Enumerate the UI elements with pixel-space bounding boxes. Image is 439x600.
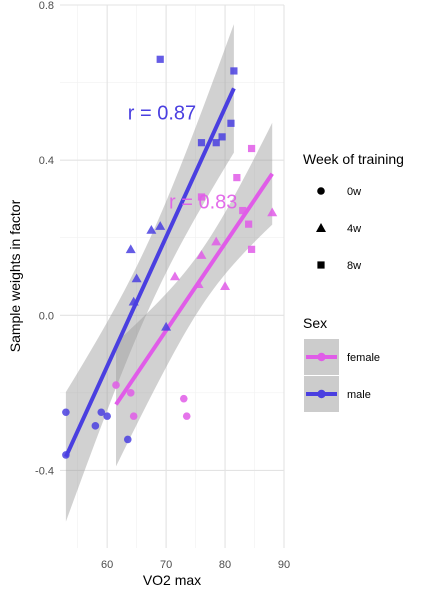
- legend-key-triangle: [316, 223, 326, 232]
- data-point-circle: [62, 451, 70, 459]
- data-point-triangle: [161, 321, 172, 331]
- y-tick-label: 0.8: [39, 0, 54, 12]
- data-point-square: [212, 139, 220, 147]
- data-point-triangle: [146, 224, 157, 234]
- data-point-square: [247, 144, 256, 153]
- shape-legend-items: 0w 4w 8w: [316, 186, 361, 272]
- correlation-label-female: r = 0.83: [169, 192, 237, 214]
- x-tick-label: 80: [219, 559, 231, 571]
- plot-panel: [60, 5, 284, 548]
- data-point-triangle: [193, 279, 204, 289]
- y-tick-label: 0.4: [39, 155, 54, 167]
- data-point-circle: [123, 435, 132, 444]
- data-point-triangle: [267, 207, 278, 217]
- shape-legend-label: 0w: [347, 186, 361, 198]
- correlation-label-male: r = 0.87: [128, 102, 196, 124]
- data-point-square: [156, 55, 164, 63]
- data-point-triangle: [211, 236, 222, 246]
- data-points: [62, 55, 278, 459]
- legend-key-square: [317, 261, 325, 269]
- regression-line-male: [64, 87, 236, 458]
- color-legend-label: male: [347, 389, 371, 401]
- shape-legend-label: 8w: [347, 260, 361, 272]
- x-tick-label: 60: [101, 559, 113, 571]
- data-point-square: [230, 67, 238, 75]
- color-legend-item-male: male: [304, 376, 371, 412]
- color-legend-item-female: female: [304, 339, 380, 375]
- color-legend-title: Sex: [303, 315, 327, 331]
- data-point-circle: [126, 389, 135, 397]
- x-axis-title: VO2 max: [143, 572, 201, 588]
- axis-tick-labels: 60 70 80 90 -0.4 0.0 0.4 0.8: [35, 0, 290, 571]
- data-point-square: [218, 133, 226, 141]
- correlation-annotations: r = 0.83 r = 0.87: [128, 102, 238, 213]
- legend-key-dot: [317, 352, 326, 362]
- data-point-square: [197, 193, 206, 201]
- data-point-circle: [91, 422, 100, 430]
- data-point-circle: [182, 412, 191, 420]
- y-axis-title: Sample weights in factor: [7, 199, 23, 352]
- data-point-triangle: [220, 281, 231, 290]
- data-point-circle: [62, 408, 70, 417]
- color-legend-items: female male: [304, 339, 380, 412]
- data-point-square: [247, 245, 256, 253]
- grid-layer: [60, 4, 285, 548]
- confidence-ribbon-female: [116, 122, 273, 467]
- color-legend-label: female: [347, 352, 380, 364]
- shape-legend-title: Week of training: [303, 151, 404, 167]
- data-point-square: [245, 220, 253, 228]
- data-point-circle: [103, 412, 111, 420]
- data-point-triangle: [125, 244, 136, 254]
- data-point-triangle: [169, 271, 180, 281]
- shape-legend-item-4w: 4w: [316, 223, 361, 235]
- shape-legend-label: 4w: [347, 223, 361, 235]
- data-point-square: [233, 173, 241, 182]
- y-tick-label: -0.4: [35, 465, 54, 477]
- legend-key-dot: [317, 389, 326, 399]
- data-point-triangle: [155, 221, 166, 230]
- data-point-square: [239, 206, 247, 215]
- data-point-triangle: [128, 296, 139, 306]
- data-point-circle: [179, 394, 188, 403]
- x-tick-label: 90: [278, 559, 290, 571]
- x-tick-label: 70: [160, 559, 172, 571]
- shape-legend: Week of training 0w 4w 8w: [303, 151, 404, 272]
- data-point-square: [197, 139, 206, 147]
- color-legend: Sex female male: [303, 315, 380, 412]
- data-point-square: [227, 119, 235, 127]
- y-tick-label: 0.0: [39, 310, 54, 322]
- data-point-circle: [112, 381, 120, 389]
- data-point-triangle: [196, 250, 207, 259]
- data-point-triangle: [131, 273, 142, 283]
- data-point-circle: [97, 408, 106, 417]
- legend-key-circle: [317, 187, 325, 195]
- shape-legend-item-8w: 8w: [317, 260, 361, 272]
- shape-legend-item-0w: 0w: [317, 186, 361, 198]
- data-point-circle: [129, 412, 138, 420]
